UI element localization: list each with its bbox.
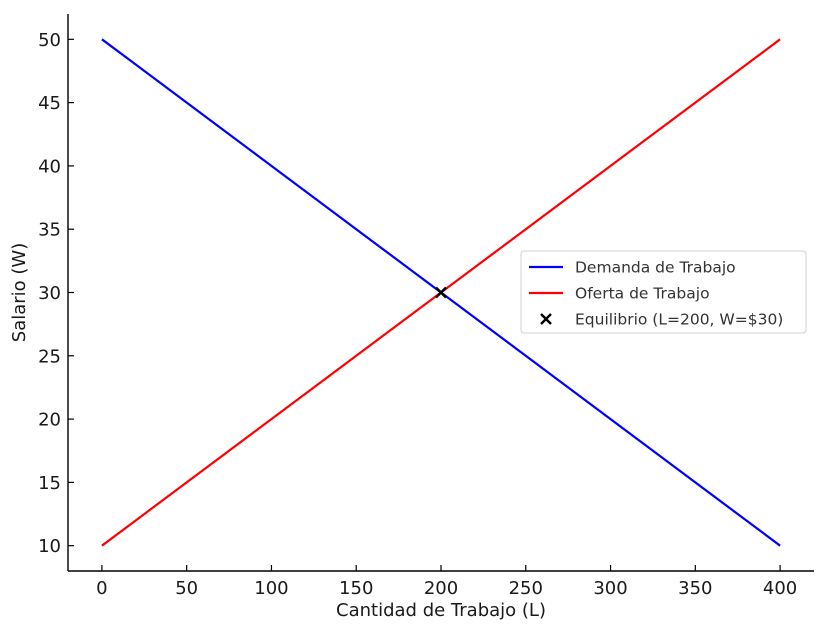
legend: Demanda de Trabajo Oferta de Trabajo Equil… bbox=[520, 250, 807, 334]
marker-stroke bbox=[540, 313, 552, 325]
x-tick-label: 150 bbox=[339, 578, 373, 599]
legend-item-demand: Demanda de Trabajo bbox=[529, 259, 736, 277]
legend-label: Oferta de Trabajo bbox=[575, 285, 710, 303]
legend-item-supply: Oferta de Trabajo bbox=[529, 285, 710, 303]
x-tick-label: 300 bbox=[593, 578, 627, 599]
axes-layer: 0 50 100 150 200 250 300 350 400 10 15 20 25 30 35 40 45… bbox=[38, 14, 814, 599]
y-tick-label: 25 bbox=[38, 346, 61, 367]
legend-label: Demanda de Trabajo bbox=[575, 259, 736, 277]
marker-stroke bbox=[435, 286, 447, 299]
y-tick-label: 45 bbox=[38, 93, 61, 114]
y-tick-label: 15 bbox=[38, 473, 61, 494]
x-axis-title: Cantidad de Trabajo (L) bbox=[336, 600, 546, 621]
x-tick-label: 50 bbox=[175, 578, 198, 599]
x-tick-label: 200 bbox=[424, 578, 458, 599]
y-tick-label: 10 bbox=[38, 536, 61, 557]
y-tick-label: 35 bbox=[38, 220, 61, 241]
y-axis-title: Salario (W) bbox=[9, 243, 30, 342]
x-tick-label: 100 bbox=[254, 578, 288, 599]
series-layer bbox=[101, 38, 781, 547]
y-tick-label: 20 bbox=[38, 410, 61, 431]
y-tick-label: 30 bbox=[38, 283, 61, 304]
legend-swatch bbox=[540, 313, 552, 325]
legend-box bbox=[520, 250, 807, 334]
x-tick-label: 0 bbox=[96, 578, 107, 599]
equilibrium-marker bbox=[435, 286, 447, 299]
legend-label: Equilibrio (L=200, W=$30) bbox=[575, 311, 783, 329]
x-tick-label: 350 bbox=[678, 578, 712, 599]
x-tick-label: 250 bbox=[509, 578, 543, 599]
y-tick-label: 50 bbox=[38, 30, 61, 51]
x-tick-label: 400 bbox=[763, 578, 797, 599]
legend-item-equilibrium: Equilibrio (L=200, W=$30) bbox=[540, 311, 783, 329]
y-tick-label: 40 bbox=[38, 156, 61, 177]
